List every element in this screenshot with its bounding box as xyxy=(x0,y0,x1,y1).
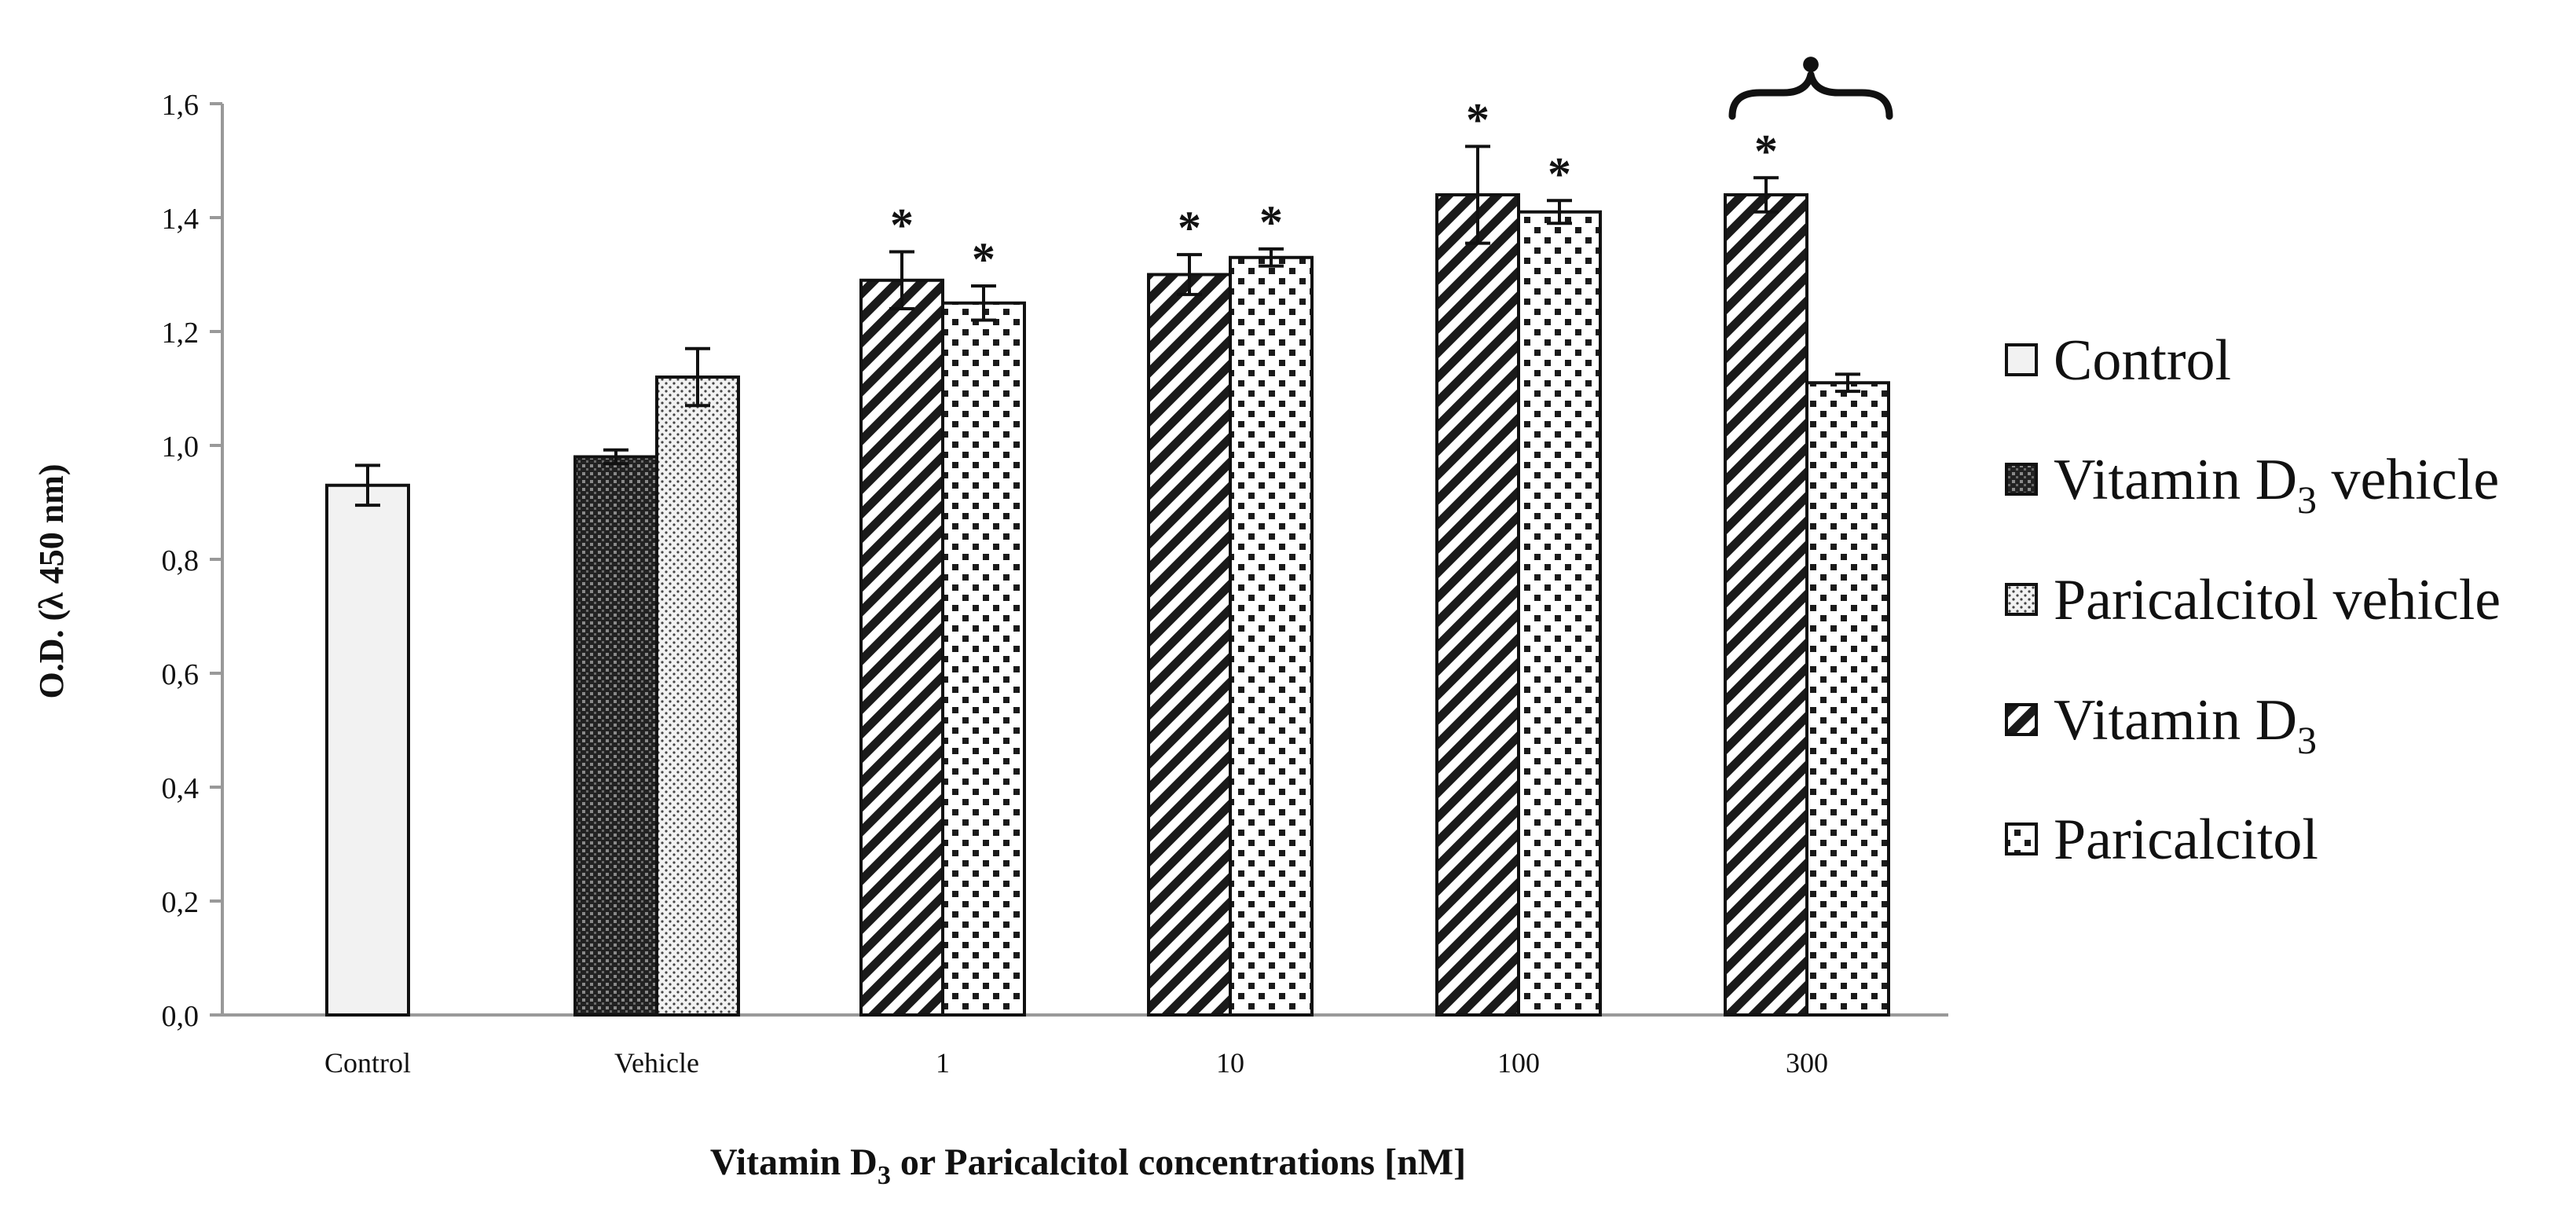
x-ticks: Control Vehicle 1 10 100 300 xyxy=(324,1047,1828,1079)
bar-paricalcitol-1 xyxy=(941,301,1026,1017)
error-bar xyxy=(1177,253,1202,296)
bar-paricalcitol-10 xyxy=(1229,255,1314,1017)
x-tick-label: 1 xyxy=(936,1047,950,1079)
error-bar xyxy=(1547,199,1572,225)
significance-star: * xyxy=(1548,148,1571,200)
error-bar xyxy=(889,250,914,310)
significance-star: * xyxy=(1178,202,1201,254)
legend-swatch-vitd3 xyxy=(2005,703,2038,736)
bar-vitamin-d3-1 xyxy=(859,278,944,1017)
bar-vitamin-d3-100 xyxy=(1435,193,1520,1017)
legend-label-vitd3veh: Vitamin D3 vehicle xyxy=(2054,448,2499,522)
bar-paricalcitol-300 xyxy=(1805,381,1890,1017)
bar-vitamin-d3-300 xyxy=(1724,193,1808,1017)
error-bar xyxy=(685,346,710,408)
bar-control-control xyxy=(325,483,410,1017)
y-tick-label: 0,2 xyxy=(162,886,200,919)
x-tick-label: 100 xyxy=(1497,1047,1540,1079)
bracket-dot: ● xyxy=(1800,42,1822,82)
x-tick-label: Vehicle xyxy=(614,1047,699,1079)
error-bar xyxy=(1753,176,1779,214)
legend-label-vitd3: Vitamin D3 xyxy=(2054,688,2317,762)
y-axis-label: O.D. (λ 450 nm) xyxy=(32,463,71,698)
legend-swatch-control xyxy=(2005,343,2038,376)
y-tick-label: 0,0 xyxy=(162,1000,200,1033)
bar-vitamin-d3-vehicle-vehicle xyxy=(573,455,658,1017)
bar-vitamin-d3-10 xyxy=(1147,273,1232,1017)
error-bar xyxy=(603,448,628,466)
y-tick-label: 1,6 xyxy=(162,89,200,122)
y-tick-label: 0,8 xyxy=(162,544,200,577)
curly-brace xyxy=(1728,71,1893,120)
legend-swatch-parveh xyxy=(2005,583,2038,616)
x-tick-label: 10 xyxy=(1216,1047,1244,1079)
y-tick-label: 1,4 xyxy=(162,203,200,236)
y-tick-label: 1,0 xyxy=(162,430,200,463)
significance-star: * xyxy=(1754,125,1778,177)
significance-star: * xyxy=(972,233,995,285)
y-tick-label: 0,4 xyxy=(162,772,200,805)
x-tick-label: 300 xyxy=(1786,1047,1828,1079)
error-bar xyxy=(971,284,996,322)
error-bar xyxy=(355,463,380,507)
x-tick-label: Control xyxy=(324,1047,411,1079)
y-ticks: 0,0 0,2 0,4 0,6 0,8 1,0 1,2 1,4 1,6 xyxy=(162,89,222,1033)
significance-star: * xyxy=(1259,196,1283,248)
legend-label-parveh: Paricalcitol vehicle xyxy=(2054,568,2501,632)
significance-star: * xyxy=(890,200,914,251)
bars xyxy=(325,145,1890,1017)
bar-paricalcitol-100 xyxy=(1517,210,1602,1017)
significance-stars: * * * * * * * xyxy=(890,93,1778,285)
bar-paricalcitol-vehicle-vehicle xyxy=(655,376,740,1017)
x-axis-label: Vitamin D3 or Paricalcitol concentration… xyxy=(710,1141,1466,1190)
y-tick-label: 1,2 xyxy=(162,317,200,350)
legend-swatch-par xyxy=(2005,822,2038,855)
significance-star: * xyxy=(1466,93,1490,145)
legend-label-control: Control xyxy=(2054,328,2231,393)
error-bar xyxy=(1835,372,1860,394)
legend-label-par: Paricalcitol xyxy=(2054,808,2318,872)
y-tick-label: 0,6 xyxy=(162,658,200,691)
legend-swatch-vitd3veh xyxy=(2005,463,2038,496)
error-bar xyxy=(1259,247,1284,268)
legend: Control Vitamin D3 vehicle Paricalcitol ve… xyxy=(2005,328,2501,872)
error-bar xyxy=(1465,145,1490,245)
